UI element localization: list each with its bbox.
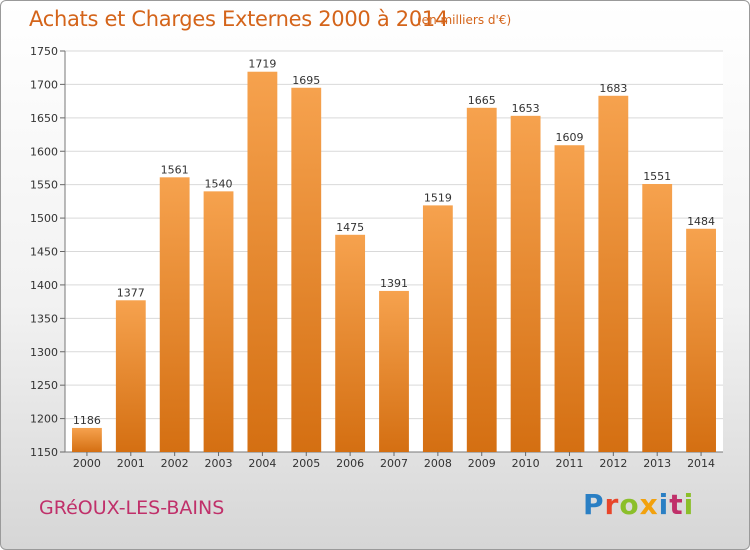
x-tick-label-2007: 2007 [380, 457, 408, 470]
y-tick-label: 1750 [30, 45, 58, 58]
y-tick-label: 1300 [30, 346, 58, 359]
bar-2014 [686, 228, 716, 452]
city-name: GRéOUX-LES-BAINS [39, 497, 225, 519]
chart-title: Achats et Charges Externes 2000 à 2014 [29, 7, 449, 31]
y-tick-label: 1550 [30, 179, 58, 192]
bar-2009 [466, 107, 497, 452]
x-tick-label-2002: 2002 [161, 457, 189, 470]
bar-2010 [510, 115, 541, 452]
bar-2000 [72, 427, 102, 452]
bar-2012 [598, 95, 629, 453]
data-label-2010: 1653 [512, 102, 540, 115]
bar-2001 [115, 300, 146, 452]
proxiti-logo: Proxiti [583, 488, 694, 521]
x-tick-label-2012: 2012 [599, 457, 627, 470]
bar-2013 [642, 183, 673, 452]
data-label-2000: 1186 [73, 414, 101, 427]
logo-letter: o [619, 488, 640, 521]
data-label-2009: 1665 [468, 94, 496, 107]
data-label-2014: 1484 [687, 215, 715, 228]
y-tick-label: 1650 [30, 112, 58, 125]
y-tick-label: 1600 [30, 145, 58, 158]
data-label-2011: 1609 [555, 131, 583, 144]
y-tick-label: 1150 [30, 446, 58, 459]
data-label-2002: 1561 [161, 163, 189, 176]
logo-letter: i [683, 488, 695, 521]
x-tick-label-2001: 2001 [117, 457, 145, 470]
x-tick-label-2014: 2014 [687, 457, 715, 470]
logo-letter: t [669, 488, 684, 521]
y-tick-label: 1450 [30, 246, 58, 259]
data-label-2003: 1540 [205, 177, 233, 190]
bar-2011 [554, 145, 585, 453]
x-tick-label-2003: 2003 [205, 457, 233, 470]
data-label-2013: 1551 [643, 170, 671, 183]
x-tick-label-2009: 2009 [468, 457, 496, 470]
data-label-2012: 1683 [599, 82, 627, 95]
x-tick-label-2011: 2011 [555, 457, 583, 470]
unit-label: (en milliers d'€) [417, 13, 512, 27]
x-tick-label-2008: 2008 [424, 457, 452, 470]
y-tick-label: 1350 [30, 312, 58, 325]
logo-letter: i [658, 488, 670, 521]
data-label-2006: 1475 [336, 221, 364, 234]
x-tick-label-2006: 2006 [336, 457, 364, 470]
logo-letter: P [583, 488, 605, 521]
data-label-2007: 1391 [380, 277, 408, 290]
bar-2004 [247, 71, 278, 453]
bar-chart: 1150 1200 1250 1300 1350 1400 1450 1500 1550 1600… [30, 45, 723, 470]
data-label-2004: 1719 [248, 58, 276, 71]
bar-2007 [379, 290, 409, 452]
logo-letter: r [604, 488, 620, 521]
bar-2002 [159, 177, 190, 452]
data-label-2005: 1695 [292, 74, 320, 87]
bar-2003 [203, 191, 234, 452]
bar-2005 [291, 87, 322, 452]
bar-2008 [422, 205, 453, 452]
y-tick-label: 1200 [30, 413, 58, 426]
y-tick-label: 1250 [30, 379, 58, 392]
x-tick-label-2013: 2013 [643, 457, 671, 470]
x-tick-label-2000: 2000 [73, 457, 101, 470]
y-tick-label: 1400 [30, 279, 58, 292]
logo-letter: x [639, 488, 659, 521]
y-tick-label: 1700 [30, 78, 58, 91]
x-tick-label-2010: 2010 [512, 457, 540, 470]
y-tick-label: 1500 [30, 212, 58, 225]
data-label-2008: 1519 [424, 191, 452, 204]
bar-2006 [335, 234, 366, 452]
x-tick-label-2005: 2005 [292, 457, 320, 470]
x-tick-label-2004: 2004 [248, 457, 276, 470]
data-label-2001: 1377 [117, 286, 145, 299]
